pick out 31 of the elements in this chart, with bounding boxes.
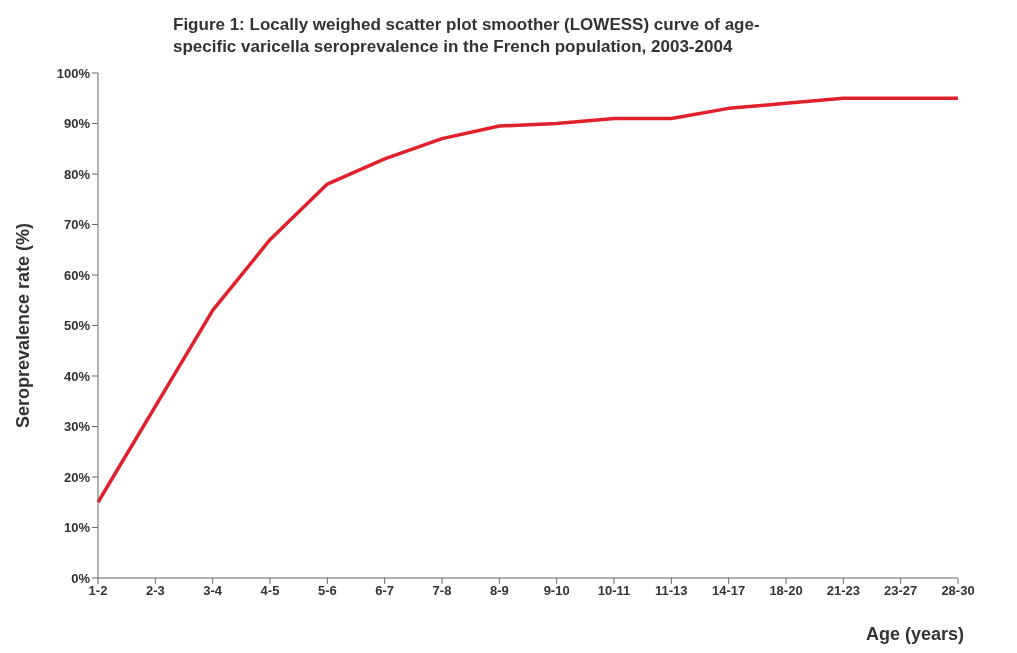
y-axis-title: Seroprevalence rate (%) — [13, 222, 34, 429]
x-tick-label: 9-10 — [543, 583, 570, 599]
x-tick-label: 1-2 — [88, 583, 108, 599]
y-tick-label: 10% — [63, 520, 91, 536]
y-tick-label: 40% — [63, 368, 91, 384]
x-tick-label: 6-7 — [375, 583, 395, 599]
y-tick-label: 90% — [63, 116, 91, 132]
x-tick-label: 11-13 — [655, 583, 688, 599]
y-tick-label: 20% — [63, 469, 91, 485]
x-tick-label: 10-11 — [597, 583, 631, 599]
x-tick-label: 5-6 — [317, 583, 337, 599]
y-tick-label: 50% — [63, 318, 91, 334]
line-series — [96, 96, 960, 504]
x-tick-label: 3-4 — [203, 583, 223, 599]
x-tick-label: 2-3 — [145, 583, 165, 599]
y-tick-label: 30% — [63, 419, 91, 435]
x-tick-label: 28-30 — [941, 583, 975, 599]
y-tick-label: 70% — [63, 217, 91, 233]
x-tick-label: 21-23 — [826, 583, 860, 599]
x-tick-label: 4-5 — [260, 583, 280, 599]
chart-title: Figure 1: Locally weighed scatter plot smoother (LOWESS) curve of age-specific varicella seroprevalence in the French population, 2003-2004 — [173, 14, 761, 58]
y-tick-label: 0% — [71, 570, 91, 586]
x-tick-label: 23-27 — [884, 583, 918, 599]
y-tick-label: 100% — [56, 65, 91, 81]
x-axis-title: Age (years) — [866, 624, 965, 645]
x-tick-label: 18-20 — [769, 583, 803, 599]
x-tick-label: 14-17 — [712, 583, 746, 599]
x-tick-label: 8-9 — [489, 583, 509, 599]
y-tick-label: 80% — [63, 166, 91, 182]
y-tick-label: 60% — [63, 267, 91, 283]
x-tick-label: 7-8 — [432, 583, 452, 599]
